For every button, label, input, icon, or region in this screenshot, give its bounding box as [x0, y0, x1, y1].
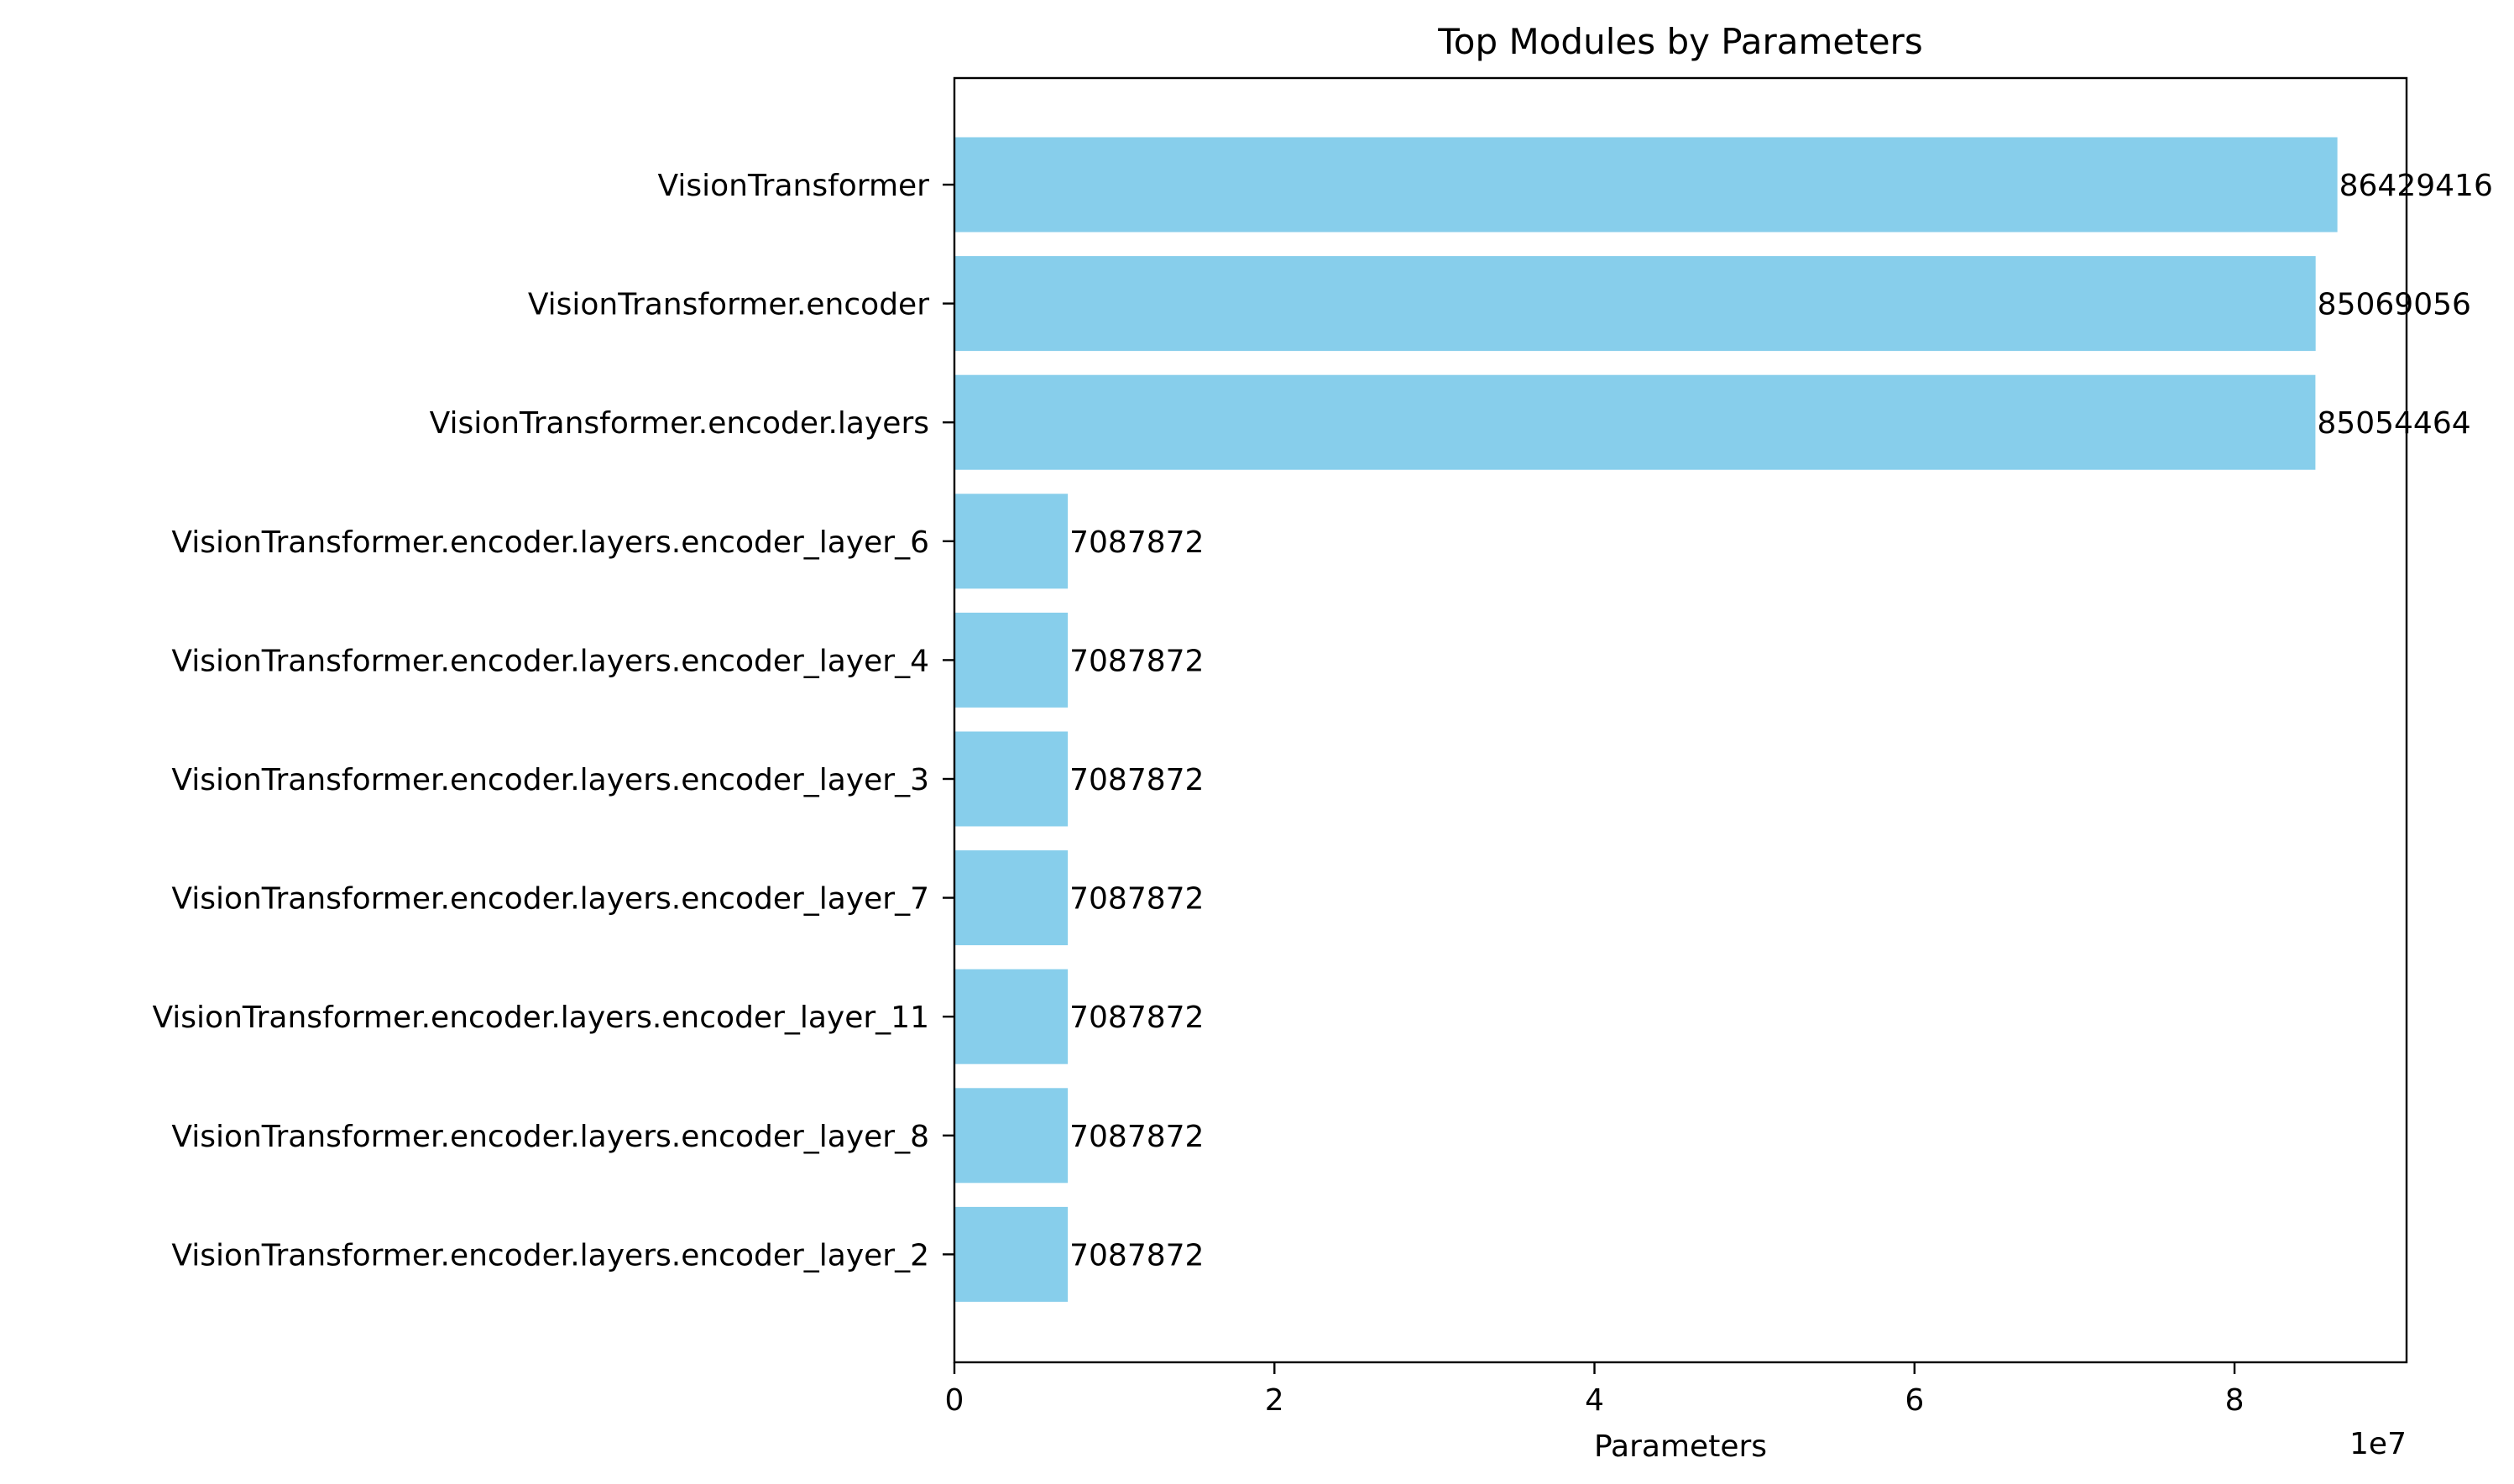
bar-value-label: 7087872 [1069, 763, 1204, 797]
bar-value-label: 7087872 [1069, 882, 1204, 917]
bar-value-label: 7087872 [1069, 525, 1204, 560]
bar-1 [954, 256, 2316, 352]
y-tick-label: VisionTransformer.encoder.layers.encoder… [171, 1238, 929, 1272]
bar-value-label: 7087872 [1069, 1238, 1204, 1272]
y-tick-label: VisionTransformer [658, 169, 930, 203]
bar-value-label: 7087872 [1069, 1001, 1204, 1035]
bar-8 [954, 1088, 1069, 1184]
x-tick-label: 4 [1585, 1383, 1604, 1418]
y-tick-label: VisionTransformer.encoder.layers [430, 406, 929, 441]
bar-9 [954, 1206, 1069, 1302]
plot-frame [953, 76, 2408, 1364]
x-tick-label: 6 [1905, 1383, 1924, 1418]
bar-2 [954, 374, 2316, 470]
y-tick-label: VisionTransformer.encoder.layers.encoder… [171, 882, 929, 917]
bar-6 [954, 850, 1069, 946]
bar-4 [954, 612, 1069, 708]
bar-value-label: 85054464 [2317, 406, 2470, 441]
bar-0 [954, 137, 2338, 233]
bar-value-label: 7087872 [1069, 1120, 1204, 1154]
x-axis-label: Parameters [1594, 1429, 1767, 1464]
y-tick-label: VisionTransformer.encoder.layers.encoder… [171, 644, 929, 678]
x-tick-label: 2 [1265, 1383, 1284, 1418]
y-tick-label: VisionTransformer.encoder.layers.encoder… [171, 525, 929, 560]
bar-value-label: 85069056 [2318, 288, 2471, 322]
bar-value-label: 86429416 [2339, 169, 2493, 203]
bar-5 [954, 731, 1069, 827]
y-tick-label: VisionTransformer.encoder.layers.encoder… [171, 763, 929, 797]
x-axis: 0 2 4 6 8 [945, 1362, 2245, 1418]
bar-7 [954, 969, 1069, 1064]
chart-title: Top Modules by Parameters [1437, 21, 1922, 62]
x-tick-label: 0 [945, 1383, 964, 1418]
x-axis-offset-label: 1e7 [2349, 1427, 2407, 1461]
bars-layer: 86429416 VisionTransformer 85069056 VisionT… [152, 137, 2493, 1302]
x-tick-label: 8 [2225, 1383, 2245, 1418]
bar-value-label: 7087872 [1069, 644, 1204, 678]
y-tick-label: VisionTransformer.encoder.layers.encoder… [152, 1001, 929, 1035]
y-tick-label: VisionTransformer.encoder.layers.encoder… [171, 1120, 929, 1154]
y-tick-label: VisionTransformer.encoder [528, 288, 929, 322]
bar-3 [954, 494, 1069, 589]
